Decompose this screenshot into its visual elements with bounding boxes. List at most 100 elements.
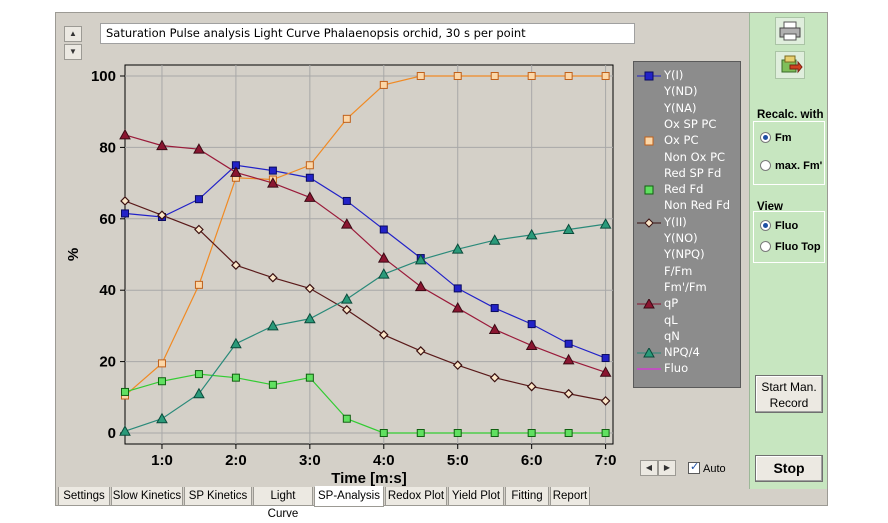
legend-item[interactable]: Ox SP PC — [634, 116, 740, 132]
legend-marker-icon — [637, 282, 661, 292]
legend-label: Red Fd — [664, 182, 704, 197]
legend-item[interactable]: Y(ND) — [634, 83, 740, 99]
y-tick-label: 100 — [91, 68, 116, 85]
legend-item[interactable]: Fm'/Fm — [634, 279, 740, 295]
data-point-2 — [121, 387, 129, 396]
data-point-0 — [342, 196, 351, 205]
data-point-1 — [601, 72, 610, 80]
data-point-5 — [230, 337, 242, 349]
checkbox-icon — [688, 460, 700, 474]
tab-bar: Settings Slow Kinetics SP Kinetics Light Cu… — [56, 486, 829, 520]
x-tick-label: 4:0 — [373, 452, 395, 469]
data-point-4 — [267, 177, 279, 188]
nav-left-button[interactable]: ◀ — [640, 460, 658, 476]
legend-label: Ox PC — [664, 133, 699, 148]
data-point-4 — [193, 143, 205, 154]
data-point-0 — [379, 225, 388, 234]
legend-label: Y(NPQ) — [664, 247, 705, 262]
plot-title-field[interactable]: Saturation Pulse analysis Light Curve Ph… — [100, 23, 635, 44]
legend-item[interactable]: qP — [634, 295, 740, 311]
start-man-record-button[interactable]: Start Man. Record — [755, 375, 823, 413]
data-point-1 — [453, 72, 462, 80]
tab-report[interactable]: Report — [550, 487, 590, 506]
nav-right-button[interactable]: ▶ — [658, 460, 676, 476]
legend-item[interactable]: qL — [634, 312, 740, 328]
legend-label: Y(ND) — [664, 84, 698, 99]
data-point-0 — [194, 195, 203, 204]
legend-label: NPQ/4 — [664, 345, 700, 360]
tab-fitting[interactable]: Fitting — [505, 487, 549, 506]
data-point-1 — [416, 72, 425, 80]
legend-label: Ox SP PC — [664, 116, 717, 131]
radio-fluo-top-label: Fluo Top — [775, 241, 821, 253]
export-button[interactable] — [775, 51, 805, 79]
series-line-0 — [124, 164, 606, 359]
legend-item[interactable]: Ox PC — [634, 132, 740, 148]
data-point-2 — [157, 377, 166, 386]
x-tick-label: 6:0 — [521, 452, 543, 469]
legend-label: Y(NO) — [664, 231, 698, 245]
series-line-1 — [124, 75, 606, 396]
legend-item[interactable]: Red SP Fd — [634, 165, 740, 181]
data-point-3 — [304, 283, 315, 294]
y-tick-label: 60 — [99, 211, 116, 228]
y-tick-label: 0 — [108, 425, 116, 442]
legend-item[interactable]: F/Fm — [634, 263, 740, 279]
legend-marker-icon — [637, 347, 661, 358]
legend-marker-icon — [637, 331, 661, 341]
radio-max-fm[interactable]: max. Fm' — [760, 160, 822, 172]
radio-fluo-top[interactable]: Fluo Top — [760, 241, 821, 253]
legend-marker-icon — [637, 363, 661, 373]
scroll-up-button[interactable]: ▲ — [64, 26, 82, 42]
plot-area — [124, 64, 614, 445]
tab-sp-kinetics[interactable]: SP Kinetics — [184, 487, 252, 506]
legend-item[interactable]: Y(NO) — [634, 230, 740, 246]
data-point-2 — [305, 373, 314, 382]
legend-item[interactable]: Y(I) — [634, 67, 740, 83]
legend-marker-icon — [637, 217, 661, 228]
legend-item[interactable]: Fluo — [634, 360, 740, 376]
data-point-4 — [340, 218, 353, 229]
data-point-1 — [379, 80, 388, 89]
tab-redox-plot[interactable]: Redox Plot — [385, 487, 447, 506]
legend-item[interactable]: Non Red Fd — [634, 197, 740, 213]
radio-fm-label: Fm — [775, 132, 792, 144]
radio-selected-icon — [760, 132, 771, 143]
legend-marker-icon — [637, 249, 661, 259]
data-point-2 — [453, 429, 462, 437]
data-point-2 — [342, 414, 351, 423]
tab-light-curve[interactable]: Light Curve — [253, 487, 313, 520]
legend-marker-icon — [637, 266, 661, 276]
data-point-4 — [451, 302, 464, 313]
tab-settings[interactable]: Settings — [58, 487, 110, 506]
legend-item[interactable]: NPQ/4 — [634, 344, 740, 360]
tab-yield-plot[interactable]: Yield Plot — [448, 487, 504, 506]
radio-fm[interactable]: Fm — [760, 132, 792, 144]
data-point-1 — [564, 72, 573, 80]
legend-label: Y(II) — [664, 214, 687, 229]
auto-checkbox[interactable]: Auto — [688, 460, 726, 475]
stop-button[interactable]: Stop — [755, 455, 823, 482]
legend-label: Fluo — [664, 361, 689, 376]
tab-sp-analysis[interactable]: SP-Analysis — [314, 486, 384, 507]
printer-icon — [779, 21, 801, 41]
data-point-0 — [527, 320, 536, 329]
legend-label: qN — [664, 328, 680, 343]
legend-item[interactable]: qN — [634, 328, 740, 344]
legend-item[interactable]: Non Ox PC — [634, 149, 740, 165]
data-point-2 — [268, 380, 277, 389]
legend-label: Non Ox PC — [664, 149, 726, 164]
legend-label: Fm'/Fm — [664, 279, 707, 294]
printer-button[interactable] — [775, 17, 805, 45]
legend-marker-icon — [637, 298, 661, 309]
tab-slow-kinetics[interactable]: Slow Kinetics — [111, 487, 183, 506]
legend-item[interactable]: Red Fd — [634, 181, 740, 197]
scroll-down-button[interactable]: ▼ — [64, 44, 82, 60]
data-point-3 — [157, 210, 167, 221]
legend-item[interactable]: Y(II) — [634, 214, 740, 230]
data-point-3 — [378, 329, 389, 340]
radio-fluo[interactable]: Fluo — [760, 220, 798, 232]
legend-item[interactable]: Y(NA) — [634, 100, 740, 116]
data-point-4 — [230, 166, 242, 177]
legend-item[interactable]: Y(NPQ) — [634, 246, 740, 262]
